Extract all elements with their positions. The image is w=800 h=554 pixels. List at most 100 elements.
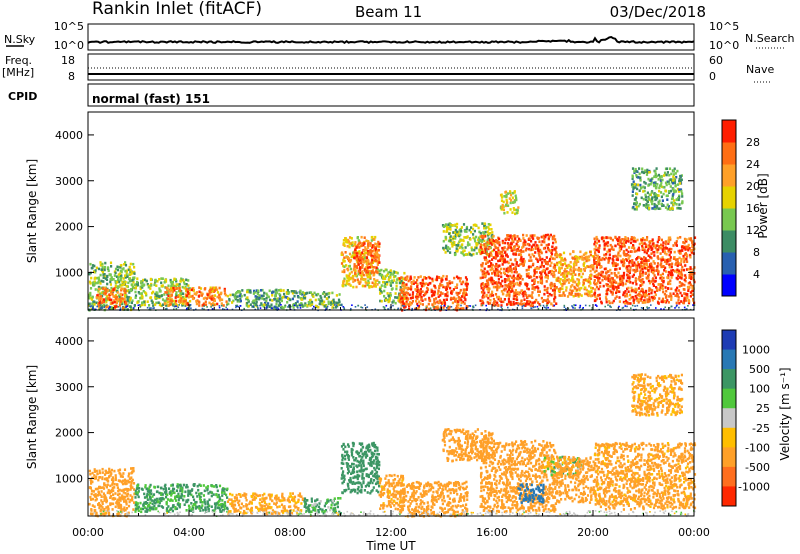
power-cell xyxy=(389,274,392,277)
power-cell xyxy=(542,234,545,238)
power-cell xyxy=(99,261,102,264)
power-cell xyxy=(489,241,492,245)
power-cell xyxy=(633,247,636,250)
power-cell xyxy=(588,293,591,296)
power-cell xyxy=(494,265,497,268)
power-cell xyxy=(500,290,503,293)
power-cell xyxy=(581,255,584,259)
power-cell xyxy=(651,289,654,292)
power-cell xyxy=(509,246,512,249)
power-cell xyxy=(582,264,585,268)
power-cell xyxy=(383,281,386,284)
power-cell xyxy=(347,238,350,242)
power-cell xyxy=(496,264,499,268)
power-cell xyxy=(95,296,98,299)
power-cell xyxy=(327,302,330,306)
power-cell xyxy=(496,282,499,285)
power-cell xyxy=(593,260,596,263)
power-cell xyxy=(131,285,134,289)
power-cell xyxy=(651,243,654,246)
power-cell xyxy=(534,267,537,270)
power-cell xyxy=(665,247,669,250)
power-cell xyxy=(645,294,648,297)
power-cell xyxy=(504,260,507,264)
power-cell xyxy=(364,278,367,281)
power-cell xyxy=(359,241,362,245)
power-cell xyxy=(664,240,667,243)
power-cell xyxy=(609,280,612,284)
power-cell xyxy=(549,285,552,289)
power-cell xyxy=(166,307,168,310)
power-cell xyxy=(288,306,290,308)
power-cell xyxy=(488,294,491,298)
power-cell xyxy=(399,286,402,289)
power-cell xyxy=(517,277,520,281)
power-cell xyxy=(562,291,565,295)
power-cell xyxy=(370,264,373,267)
power-cell xyxy=(148,307,151,309)
power-cell xyxy=(383,294,386,298)
power-cell xyxy=(642,246,645,250)
power-cell xyxy=(518,291,522,294)
power-cell xyxy=(483,256,486,259)
power-cell xyxy=(121,283,124,287)
power-cell xyxy=(94,281,97,285)
power-cell xyxy=(594,275,597,278)
power-cell xyxy=(645,276,648,280)
power-cell xyxy=(527,287,530,291)
power-cell xyxy=(271,299,274,302)
power-cell xyxy=(358,282,361,285)
power-cell xyxy=(585,259,588,263)
power-cell xyxy=(539,281,542,284)
power-cell xyxy=(107,293,110,297)
power-cell xyxy=(681,195,684,198)
power-cell xyxy=(128,298,131,302)
power-cell xyxy=(121,293,124,297)
power-cell xyxy=(211,289,214,293)
power-cell xyxy=(674,241,677,245)
power-cell xyxy=(472,233,475,236)
power-cell xyxy=(641,283,644,286)
power-cell xyxy=(89,282,92,285)
power-cell xyxy=(587,280,590,284)
power-cell xyxy=(93,280,96,283)
power-cell xyxy=(686,286,690,289)
power-cell xyxy=(407,303,410,306)
power-cell xyxy=(120,287,123,290)
power-cell xyxy=(545,267,548,271)
power-cell xyxy=(624,305,627,307)
power-cell xyxy=(376,283,379,286)
power-cell xyxy=(473,229,476,233)
power-cell xyxy=(575,263,578,267)
power-cell xyxy=(446,282,449,285)
power-cell xyxy=(664,258,667,262)
power-cell xyxy=(650,202,654,206)
power-cell xyxy=(594,304,597,306)
power-cell xyxy=(656,183,659,186)
power-cell xyxy=(503,298,506,301)
power-cell xyxy=(663,308,665,310)
power-cell xyxy=(544,233,548,237)
power-cell xyxy=(183,282,186,286)
power-cell xyxy=(573,304,575,306)
power-cell xyxy=(574,268,577,271)
power-cell xyxy=(280,289,283,292)
power-cell xyxy=(626,276,629,279)
power-cell xyxy=(675,305,678,308)
power-cell xyxy=(537,251,540,255)
power-cell xyxy=(663,269,666,272)
power-cell xyxy=(516,302,519,305)
power-cell xyxy=(258,297,261,301)
velocity-cell xyxy=(113,482,116,486)
power-cell xyxy=(478,238,481,242)
power-cell xyxy=(108,307,110,310)
power-cell xyxy=(645,251,648,255)
power-cell xyxy=(680,260,683,263)
power-cell xyxy=(135,284,138,287)
power-cell xyxy=(648,292,651,296)
power-cell xyxy=(654,181,657,184)
power-cell xyxy=(477,241,480,245)
power-cell xyxy=(491,263,494,267)
power-cell xyxy=(388,299,391,303)
power-cell xyxy=(632,205,635,209)
